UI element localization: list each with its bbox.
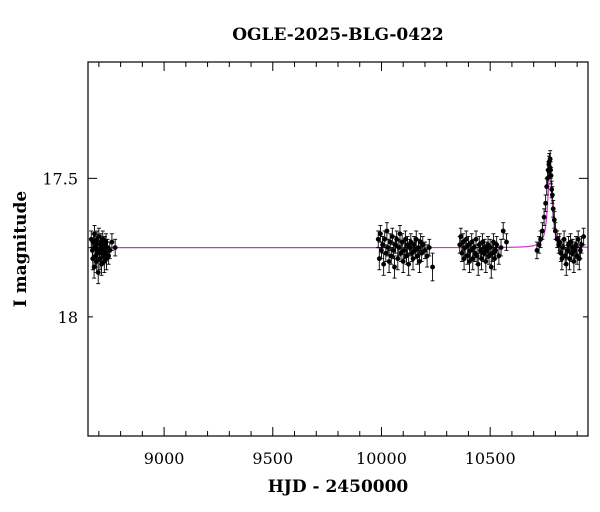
- data-point: [575, 230, 581, 249]
- data-point: [418, 233, 424, 251]
- data-point: [430, 252, 435, 282]
- data-point: [498, 238, 504, 257]
- data-point: [422, 241, 428, 260]
- data-point: [426, 238, 432, 257]
- data-point: [549, 180, 555, 199]
- data-point: [400, 249, 406, 273]
- x-tick-label: 9500: [252, 449, 293, 468]
- data-point: [470, 247, 476, 271]
- x-tick-label: 10000: [356, 449, 407, 468]
- data-point: [392, 255, 397, 279]
- x-tick-label: 9000: [144, 449, 185, 468]
- plot-frame: [87, 61, 589, 437]
- chart-title: OGLE-2025-BLG-0422: [232, 25, 444, 45]
- data-point: [395, 247, 401, 271]
- model-curve-group: [88, 167, 589, 249]
- model-curve: [88, 167, 589, 249]
- data-point: [384, 222, 390, 240]
- data-point: [404, 247, 409, 265]
- data-point: [480, 233, 485, 251]
- data-point: [459, 244, 465, 262]
- data-point: [112, 238, 118, 257]
- data-point: [567, 247, 572, 271]
- x-axis-label: HJD - 2450000: [268, 477, 409, 497]
- data-point: [581, 227, 587, 246]
- data-point: [494, 236, 500, 254]
- data-point: [109, 233, 115, 251]
- data-point: [579, 236, 584, 254]
- x-tick-label: 10500: [465, 449, 516, 468]
- y-tick-label: 18: [58, 308, 78, 327]
- axis-ticks: 9000 9500 10000 10500 17.5 18: [42, 62, 588, 468]
- data-point: [461, 247, 467, 271]
- y-axis-label: I magnitude: [11, 191, 31, 308]
- data-point: [95, 261, 101, 285]
- data-point: [488, 255, 494, 279]
- data-point: [500, 222, 506, 240]
- y-tick-label: 17.5: [42, 169, 78, 188]
- data-point: [377, 225, 383, 243]
- data-point: [399, 233, 405, 251]
- data-point: [381, 252, 387, 276]
- data-points-group: [88, 150, 587, 285]
- data-point: [386, 249, 392, 273]
- data-point: [406, 252, 412, 276]
- data-point: [504, 233, 509, 251]
- data-point: [473, 230, 479, 249]
